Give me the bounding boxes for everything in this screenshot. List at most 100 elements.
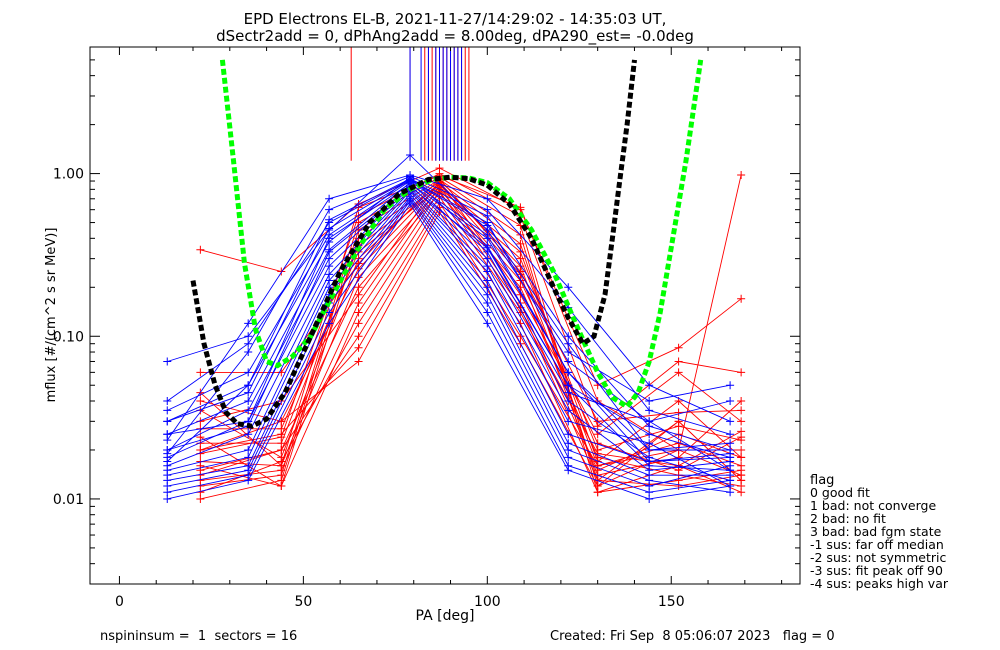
blue-data-point [564, 466, 573, 475]
plot-marks [163, 47, 746, 503]
red-sweep-line [200, 195, 742, 493]
legend-entry: 3 bad: bad fgm state [810, 524, 942, 539]
red-data-point [277, 457, 286, 466]
blue-sweep-line [167, 190, 731, 471]
red-data-point [737, 453, 746, 462]
blue-data-point [244, 476, 253, 485]
blue-data-point [564, 339, 573, 348]
blue-data-point [244, 445, 253, 454]
y-tick-label: 0.10 [53, 329, 84, 345]
red-sweep-line [200, 167, 742, 386]
red-sweep-line [200, 176, 742, 487]
blue-data-point [645, 430, 654, 439]
red-data-point [674, 476, 683, 485]
blue-sweep-line [167, 196, 731, 493]
blue-data-point [325, 262, 334, 271]
x-tick-label: 50 [294, 594, 312, 610]
legend-entry: 2 bad: no fit [810, 511, 886, 526]
blue-sweep-line [167, 188, 731, 487]
blue-data-point [244, 388, 253, 397]
red-data-point [737, 406, 746, 415]
red-data-point [354, 319, 363, 328]
blue-data-point [163, 406, 172, 415]
x-tick-label: 150 [658, 594, 685, 610]
blue-data-point [163, 457, 172, 466]
blue-data-point [244, 406, 253, 415]
red-data-point [737, 476, 746, 485]
red-sweep-line [200, 190, 742, 487]
blue-data-point [645, 439, 654, 448]
blue-data-point [325, 234, 334, 243]
x-tick-label: 0 [115, 594, 124, 610]
red-data-point [737, 396, 746, 405]
red-data-point [196, 396, 205, 405]
blue-data-point [244, 396, 253, 405]
blue-data-point [645, 406, 654, 415]
blue-data-point [726, 417, 735, 426]
blue-data-point [645, 494, 654, 503]
red-sweep-line [200, 188, 742, 471]
blue-data-point [726, 430, 735, 439]
red-data-point [737, 427, 746, 436]
footer-right: Created: Fri Sep 8 05:06:07 2023 flag = … [550, 629, 835, 644]
red-data-point [354, 343, 363, 352]
red-data-point [196, 245, 205, 254]
blue-data-point [564, 348, 573, 357]
blue-data-point [244, 381, 253, 390]
red-data-point [674, 357, 683, 366]
blue-sweep-line [166, 176, 731, 454]
red-data-point [196, 494, 205, 503]
blue-data-point [564, 417, 573, 426]
blue-data-point [483, 194, 492, 203]
red-data-point [737, 294, 746, 303]
blue-data-point [483, 267, 492, 276]
blue-data-point [325, 224, 334, 233]
red-data-point [354, 308, 363, 317]
legend-entry: -2 sus: not symmetric [810, 550, 946, 565]
red-data-point [516, 254, 525, 263]
y-axis-label: mflux [#/(cm^2 s sr MeV)] [44, 228, 59, 403]
blue-data-point [645, 381, 654, 390]
red-data-point [277, 267, 286, 276]
red-data-point [737, 417, 746, 426]
blue-data-point [244, 430, 253, 439]
blue-data-point [325, 247, 334, 256]
blue-data-point [564, 430, 573, 439]
plot-frame [89, 46, 801, 585]
blue-sweep-line [167, 179, 731, 451]
blue-data-point [645, 488, 654, 497]
red-data-point [196, 368, 205, 377]
red-sweep-line [200, 181, 742, 467]
blue-data-point [564, 388, 573, 397]
blue-data-point [325, 194, 334, 203]
blue-data-point [483, 234, 492, 243]
legend-entry: -4 sus: peaks high var [810, 576, 949, 591]
footer-left: nspininsum = 1 sectors = 16 [100, 629, 297, 644]
red-data-point [516, 290, 525, 299]
red-data-point [737, 368, 746, 377]
red-data-point [516, 239, 525, 248]
blue-data-point [483, 319, 492, 328]
blue-data-point [483, 290, 492, 299]
blue-data-point [564, 453, 573, 462]
red-data-point [277, 482, 286, 491]
blue-data-point [564, 406, 573, 415]
legend-entry: 0 good fit [810, 485, 870, 500]
red-data-point [277, 430, 286, 439]
blue-data-point [645, 461, 654, 470]
red-data-point [674, 343, 683, 352]
blue-data-point [163, 445, 172, 454]
blue-data-point [163, 494, 172, 503]
blue-data-point [244, 453, 253, 462]
blue-sweep-line [167, 182, 731, 462]
blue-data-point [483, 308, 492, 317]
legend-entry: -3 sus: fit peak off 90 [810, 563, 943, 578]
red-data-point [354, 332, 363, 341]
blue-data-point [564, 332, 573, 341]
blue-data-point [483, 283, 492, 292]
blue-sweep-line [167, 186, 731, 471]
blue-data-point [564, 396, 573, 405]
green-fit-curve [219, 59, 704, 410]
blue-sweep-line [167, 184, 731, 481]
